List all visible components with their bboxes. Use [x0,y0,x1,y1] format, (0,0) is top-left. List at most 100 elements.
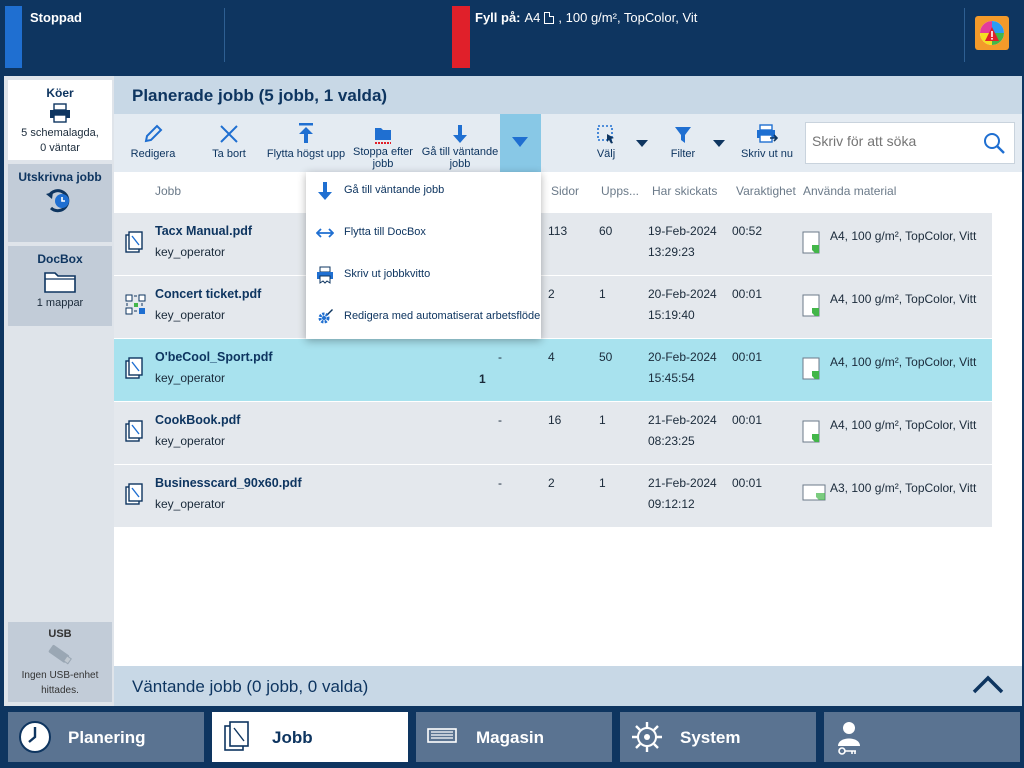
printed-jobs-tile[interactable]: Utskrivna jobb [8,164,112,242]
column-duration[interactable]: Varaktighet [736,184,796,198]
select-options-dropdown[interactable] [632,114,654,172]
edit-button[interactable]: Redigera [120,114,186,172]
select-button[interactable]: Välj [584,114,628,172]
filter-icon [660,118,706,144]
stop-after-job-button[interactable]: Stoppa efter jobb [350,114,416,172]
job-pages: 113 [548,224,568,238]
job-duration: 00:01 [732,413,763,427]
printer-status[interactable]: Stoppad [30,10,82,25]
usb-tile[interactable]: USB Ingen USB-enhet hittades. [8,622,112,702]
nav-tab-user[interactable] [824,712,1020,762]
page-title: Planerade jobb (5 jobb, 1 valda) [132,86,388,105]
divider [964,8,965,62]
column-media[interactable]: Använda material [803,184,897,198]
search-box[interactable] [805,122,1015,164]
queues-waiting: 0 väntar [40,142,80,154]
search-icon[interactable] [982,131,1006,160]
nav-tab-jobs[interactable]: Jobb [212,712,408,762]
table-row[interactable]: CookBook.pdf key_operator - 16 1 21-Feb-… [114,402,992,464]
usb-status-line1: Ingen USB-enhet [21,670,99,681]
move-to-top-label: Flytta högst upp [266,148,346,160]
move-to-top-button[interactable]: Flytta högst upp [266,114,346,172]
usb-status-line2: hittades. [41,685,79,696]
job-name: Concert ticket.pdf [155,287,262,301]
job-duration: 00:01 [732,350,763,364]
column-copies[interactable]: Upps... [601,184,640,198]
search-input[interactable] [812,133,972,149]
filter-button[interactable]: Filter [660,114,706,172]
menu-item-go-to-waiting[interactable]: Gå till väntande jobb [306,174,541,214]
job-pages: 16 [548,413,562,427]
stop-after-label-2: jobb [372,158,394,170]
job-duration: 00:01 [732,287,763,301]
go-to-waiting-button[interactable]: Gå till väntande jobb [420,114,500,172]
left-panel: Köer 5 schemalagda, 0 väntar Utskrivna j… [4,76,114,706]
paper-icon [802,294,824,321]
job-copies: 60 [599,224,613,238]
job-pages: 2 [548,287,555,301]
filter-options-dropdown[interactable] [708,114,730,172]
print-now-label: Skriv ut nu [741,148,793,160]
table-row[interactable]: Tacx Manual.pdf key_operator 113 60 19-F… [114,213,992,275]
job-date: 19-Feb-2024 [648,224,717,238]
refill-alert[interactable]: Fyll på: A4 , 100 g/m², TopColor, Vit [475,10,697,25]
folder-icon [8,269,112,293]
nav-tab-planning[interactable]: Planering [8,712,204,762]
nav-tab-label: Magasin [476,728,545,747]
job-date: 20-Feb-2024 [648,287,717,301]
table-row[interactable]: Businesscard_90x60.pdf key_operator - 2 … [114,465,992,527]
column-job[interactable]: Jobb [155,184,182,198]
document-icon [125,420,143,445]
user-key-icon [834,720,864,761]
job-status: - [498,350,502,364]
paper-icon [802,420,824,447]
go-to-waiting-label-2: jobb [449,158,471,170]
job-time: 15:45:54 [648,371,695,385]
job-pages: 4 [548,350,555,364]
job-owner: key_operator [155,434,226,448]
table-row[interactable]: Concert ticket.pdf key_operator 2 1 20-F… [114,276,992,338]
color-warning-icon[interactable] [975,16,1009,50]
job-copies: 1 [599,476,606,490]
job-date: 21-Feb-2024 [648,476,717,490]
scheduled-jobs-header: Planerade jobb (5 jobb, 1 valda) [114,76,1022,114]
more-actions-dropdown-button[interactable] [500,114,541,172]
nav-tab-system[interactable]: System [620,712,816,762]
arrow-down-icon [316,182,334,200]
docbox-title: DocBox [37,252,83,266]
job-name: Tacx Manual.pdf [155,224,253,238]
document-icon [544,12,555,24]
queues-title: Köer [46,86,74,100]
job-time: 09:12:12 [648,497,695,511]
chevron-up-icon[interactable] [972,672,1004,701]
queues-tile[interactable]: Köer 5 schemalagda, 0 väntar [8,80,112,160]
document-icon [125,483,143,508]
waiting-jobs-bar[interactable]: Väntande jobb (0 jobb, 0 valda) [114,666,1022,706]
print-now-button[interactable]: Skriv ut nu [738,114,796,172]
caret-down-icon [713,139,725,151]
menu-item-edit-workflow[interactable]: Redigera med automatiserat arbetsflöde [306,300,541,340]
printer-icon [8,102,112,124]
paper-icon [802,231,824,258]
job-copies: 1 [599,287,606,301]
column-pages[interactable]: Sidor [551,184,580,198]
nav-tab-label: Jobb [272,728,313,747]
docbox-tile[interactable]: DocBox 1 mappar [8,246,112,326]
menu-item-move-to-docbox[interactable]: Flytta till DocBox [306,216,541,256]
menu-item-print-receipt[interactable]: Skriv ut jobbkvitto [306,258,541,298]
select-icon [584,118,628,144]
nav-tab-trays[interactable]: Magasin [416,712,612,762]
table-row-selected[interactable]: O'beCool_Sport.pdf key_operator 1 - 4 50… [114,339,992,401]
job-status: - [498,413,502,427]
job-media: A3, 100 g/m², TopColor, Vitt [830,481,977,495]
document-icon [125,231,143,256]
job-owner: key_operator [155,371,226,385]
paper-landscape-icon [802,483,828,506]
delete-button[interactable]: Ta bort [194,114,264,172]
edit-label: Redigera [130,148,176,160]
job-media: A4, 100 g/m², TopColor, Vitt [830,355,977,369]
column-sent[interactable]: Har skickats [652,184,718,198]
arrow-down-icon [420,118,500,144]
job-duration: 00:52 [732,224,763,238]
queues-scheduled: 5 schemalagda, [21,127,99,139]
